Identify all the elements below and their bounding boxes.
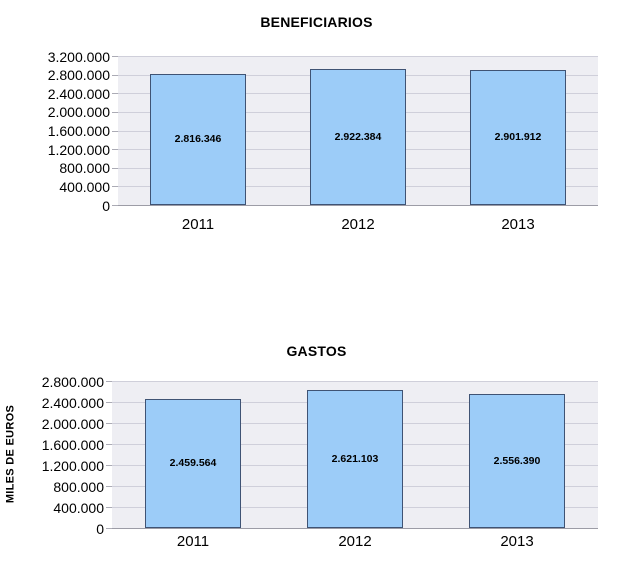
y-tick-label: 0 bbox=[96, 520, 104, 537]
y-tick-mark bbox=[112, 93, 118, 95]
x-axis-line bbox=[118, 205, 598, 206]
y-tick-mark bbox=[112, 205, 118, 206]
chart-title-beneficiarios: BENEFICIARIOS bbox=[260, 14, 373, 30]
bar-data-label-2012: 2.922.384 bbox=[334, 130, 382, 143]
y-tick-label: 1.600.000 bbox=[41, 436, 104, 453]
y-tick-label: 400.000 bbox=[53, 499, 104, 516]
y-tick-label: 2.000.000 bbox=[47, 104, 110, 121]
y-tick-mark bbox=[112, 56, 118, 57]
x-axis-label-2011: 2011 bbox=[176, 533, 210, 550]
y-tick-mark bbox=[112, 130, 118, 132]
chart-title-gastos: GASTOS bbox=[286, 343, 347, 359]
bar-2013 bbox=[469, 393, 565, 528]
y-tick-mark bbox=[106, 402, 112, 403]
bar-2013 bbox=[470, 69, 566, 205]
y-tick-label: 1.600.000 bbox=[47, 123, 110, 139]
y-tick-label: 2.800.000 bbox=[41, 373, 104, 390]
y-tick-label: 2.000.000 bbox=[41, 415, 104, 432]
y-tick-mark bbox=[106, 528, 112, 529]
y-tick-mark bbox=[106, 465, 112, 466]
bar-data-label-2012: 2.621.103 bbox=[331, 452, 379, 465]
y-tick-mark bbox=[112, 167, 118, 169]
bar-data-label-2011: 2.816.346 bbox=[174, 133, 222, 146]
beneficiarios-chart: BENEFICIARIOS 3.200.000 2.800.000 2.400.00… bbox=[0, 0, 633, 260]
y-tick-mark bbox=[112, 186, 118, 188]
y-tick-label: 0 bbox=[102, 197, 110, 214]
y-tick-label: 800.000 bbox=[53, 478, 104, 495]
bar-2011 bbox=[145, 398, 241, 528]
y-tick-label: 800.000 bbox=[59, 160, 110, 177]
gridline bbox=[118, 56, 598, 57]
bar-data-label-2013: 2.556.390 bbox=[493, 454, 541, 467]
bar-2012 bbox=[307, 390, 403, 528]
bar-data-label-2011: 2.459.564 bbox=[169, 457, 217, 470]
x-axis-line bbox=[112, 528, 598, 529]
y-tick-mark bbox=[106, 507, 112, 508]
x-axis-label-2012: 2012 bbox=[338, 533, 372, 550]
y-tick-label: 1.200.000 bbox=[47, 141, 110, 158]
y-tick-mark bbox=[112, 74, 118, 76]
x-axis-label-2013: 2013 bbox=[500, 533, 534, 550]
y-tick-mark bbox=[106, 444, 112, 445]
x-axis-label-2011: 2011 bbox=[181, 216, 215, 233]
y-tick-label: 1.200.000 bbox=[41, 457, 104, 474]
y-tick-mark bbox=[112, 149, 118, 151]
y-tick-mark bbox=[106, 423, 112, 424]
x-axis-label-2013: 2013 bbox=[501, 216, 535, 233]
bar-2011 bbox=[150, 73, 246, 205]
y-tick-label: 3.200.000 bbox=[47, 48, 110, 65]
gastos-chart: GASTOS MILES DE EUROS 2.800.000 2.400.000… bbox=[0, 330, 633, 582]
gridline bbox=[112, 381, 598, 382]
bar-data-label-2013: 2.901.912 bbox=[494, 131, 542, 144]
y-tick-label: 2.400.000 bbox=[47, 85, 110, 102]
y-tick-mark bbox=[106, 381, 112, 382]
y-tick-mark bbox=[106, 486, 112, 487]
bar-2012 bbox=[310, 68, 406, 205]
y-tick-label: 400.000 bbox=[59, 178, 110, 195]
y-tick-label: 2.400.000 bbox=[41, 394, 104, 411]
x-axis-label-2012: 2012 bbox=[341, 216, 375, 233]
y-tick-mark bbox=[112, 111, 118, 113]
y-axis-title-miles-de-euros: MILES DE EUROS bbox=[4, 404, 17, 504]
y-tick-label: 2.800.000 bbox=[47, 67, 110, 84]
